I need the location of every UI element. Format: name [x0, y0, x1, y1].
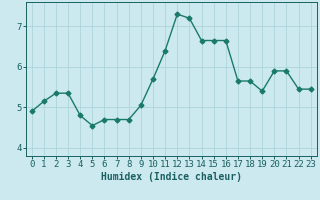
X-axis label: Humidex (Indice chaleur): Humidex (Indice chaleur) — [101, 172, 242, 182]
